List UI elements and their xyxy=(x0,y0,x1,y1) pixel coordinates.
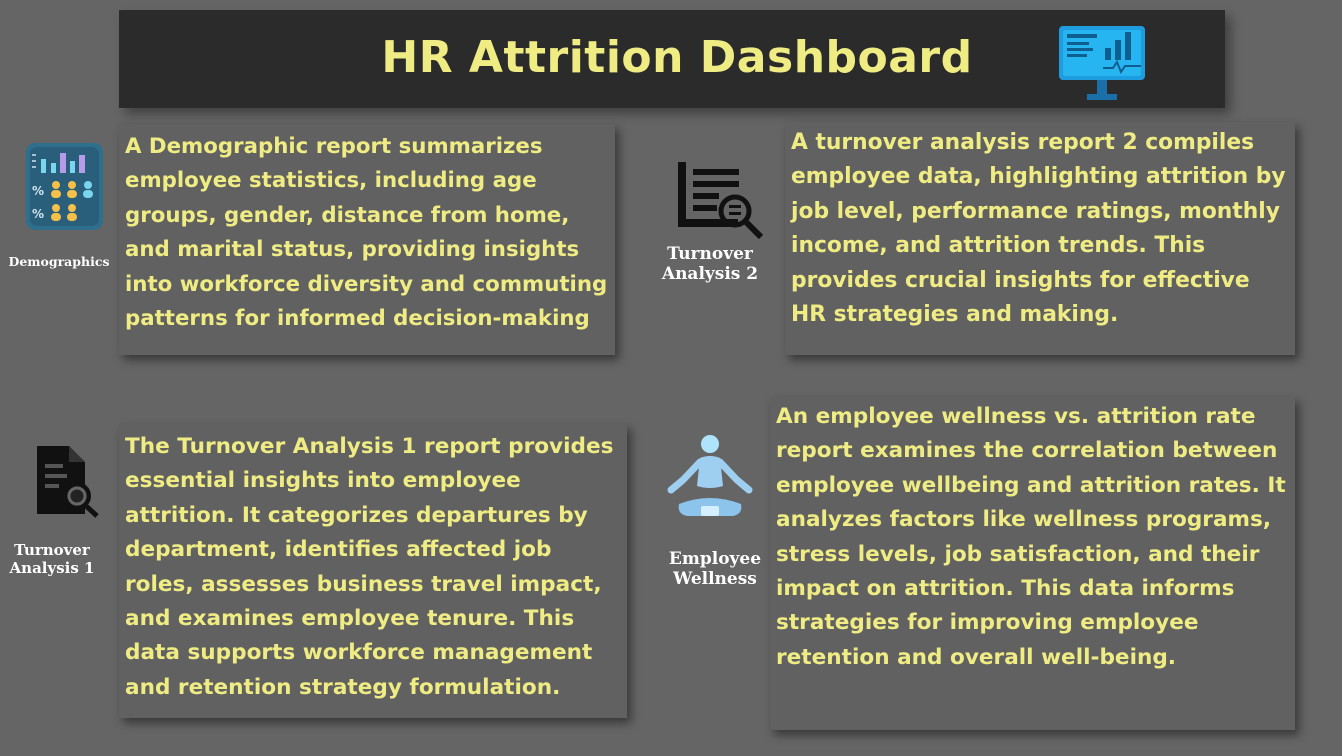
employee-wellness-label[interactable]: Employee Wellness xyxy=(668,549,762,590)
report-magnifier-icon[interactable] xyxy=(675,159,765,239)
svg-text:%: % xyxy=(32,184,44,198)
turnover-analysis-1-description: The Turnover Analysis 1 report provides … xyxy=(125,434,614,700)
header-banner: HR Attrition Dashboard xyxy=(119,10,1225,108)
document-search-icon[interactable] xyxy=(33,444,101,518)
employee-wellness-description: An employee wellness vs. attrition rate … xyxy=(776,404,1286,670)
turnover-analysis-1-card: The Turnover Analysis 1 report provides … xyxy=(119,424,627,718)
turnover-analysis-2-card: A turnover analysis report 2 compiles em… xyxy=(785,122,1295,355)
turnover-analysis-2-description: A turnover analysis report 2 compiles em… xyxy=(791,130,1286,328)
dashboard-title: HR Attrition Dashboard xyxy=(381,32,973,83)
demographics-card: A Demographic report summarizes employee… xyxy=(119,124,615,355)
demographics-label[interactable]: Demographics xyxy=(8,254,110,269)
monitor-dashboard-icon xyxy=(1059,26,1145,100)
turnover-analysis-2-label[interactable]: Turnover Analysis 2 xyxy=(661,244,759,285)
employee-wellness-card: An employee wellness vs. attrition rate … xyxy=(770,397,1295,730)
svg-text:%: % xyxy=(32,207,44,221)
demographics-chart-icon[interactable]: % % xyxy=(26,143,103,230)
turnover-analysis-1-label[interactable]: Turnover Analysis 1 xyxy=(9,541,95,577)
demographics-description: A Demographic report summarizes employee… xyxy=(125,134,608,332)
meditation-icon[interactable] xyxy=(667,434,753,522)
